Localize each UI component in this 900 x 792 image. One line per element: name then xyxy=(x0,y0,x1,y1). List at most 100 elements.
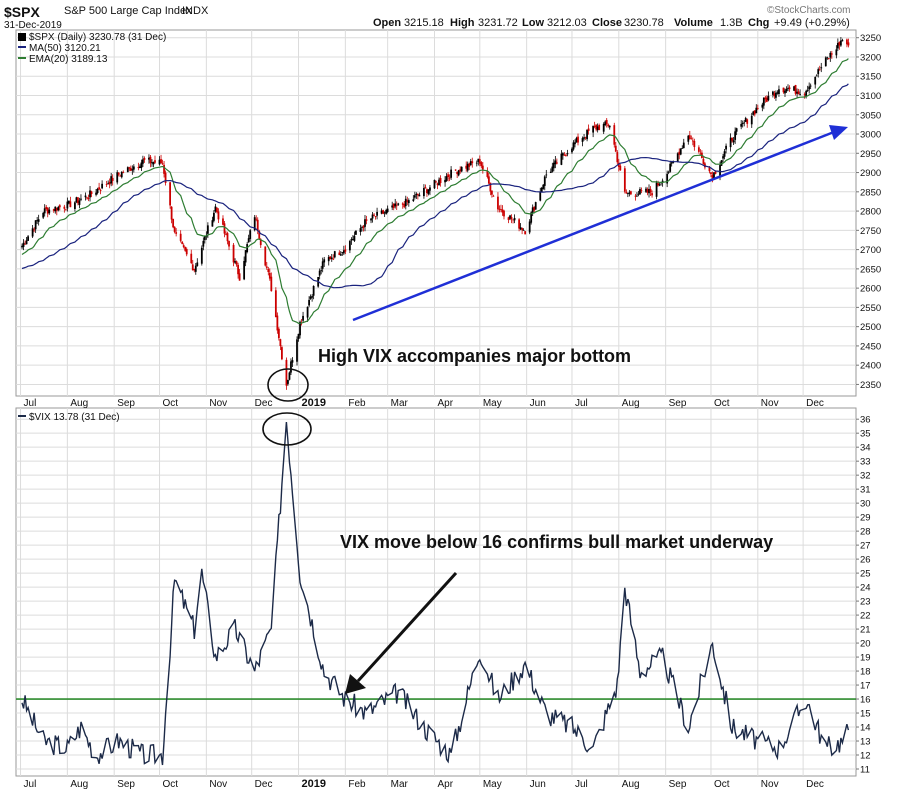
vix-x-axis-ticks: Jul Aug Sep Oct Nov Dec 2019 Feb Mar Apr May Jun Jul… xyxy=(24,778,824,790)
vix-x-tick-label: Nov xyxy=(209,779,227,790)
candle xyxy=(846,38,848,48)
candle-body xyxy=(327,257,330,262)
candle xyxy=(626,192,629,198)
candle xyxy=(543,175,546,191)
candle xyxy=(163,160,165,178)
candle xyxy=(55,207,58,216)
candle-body xyxy=(193,268,196,271)
price-y-tick-label: 2550 xyxy=(860,303,881,314)
candle-body xyxy=(566,153,569,155)
candle xyxy=(280,345,283,361)
vix-y-tick-label: 18 xyxy=(860,667,871,678)
price-y-tick-label: 2400 xyxy=(860,361,881,372)
candle-body xyxy=(344,249,347,252)
candle-body xyxy=(619,165,622,171)
candle xyxy=(608,125,611,130)
candle-body xyxy=(438,179,440,186)
candle-body xyxy=(330,257,333,259)
candle-body xyxy=(497,196,499,210)
candle xyxy=(107,180,110,185)
vix-panel xyxy=(15,407,857,777)
candle-body xyxy=(206,225,209,234)
candle-body xyxy=(407,200,410,204)
candle-body xyxy=(773,93,776,97)
candle xyxy=(444,176,446,187)
candle-body xyxy=(657,183,659,186)
candle-body xyxy=(676,153,679,162)
candle xyxy=(480,161,483,169)
candle xyxy=(285,357,288,390)
candle-body xyxy=(320,270,323,272)
ema20-legend: EMA(20) 3189.13 xyxy=(29,54,108,65)
candle xyxy=(361,225,363,232)
candle-body xyxy=(170,206,173,220)
candle-body xyxy=(639,189,641,195)
candle-body xyxy=(191,264,194,271)
candle-body xyxy=(565,154,567,156)
chart-date: 31-Dec-2019 xyxy=(4,20,62,31)
candle-body xyxy=(306,306,309,318)
price-x-tick-label: Apr xyxy=(437,398,453,409)
candle xyxy=(640,187,643,194)
candle-body xyxy=(498,208,501,210)
price-x-tick-label: Nov xyxy=(761,398,779,409)
candle xyxy=(418,192,421,197)
vix-gridlines xyxy=(16,408,856,776)
candle-body xyxy=(48,209,51,214)
candle-body xyxy=(132,166,135,170)
candle xyxy=(487,172,490,185)
candle-body xyxy=(646,189,649,193)
candle-body xyxy=(194,265,197,272)
candle-body xyxy=(149,156,152,164)
candle xyxy=(682,138,685,149)
candle xyxy=(549,168,552,174)
candle xyxy=(33,227,36,233)
candle xyxy=(634,193,637,201)
candle-body xyxy=(237,264,239,275)
candle-body xyxy=(238,273,241,281)
candle xyxy=(84,192,87,201)
candle xyxy=(46,207,49,218)
chart-description: S&P 500 Large Cap Index xyxy=(64,5,192,17)
candle-body xyxy=(256,219,259,232)
candle-body xyxy=(90,191,93,195)
price-y-tick-label: 2850 xyxy=(860,187,881,198)
candle xyxy=(762,97,765,110)
candle xyxy=(740,120,743,130)
candle xyxy=(764,95,767,103)
candle xyxy=(725,143,727,154)
candle-body xyxy=(593,126,596,127)
candle xyxy=(120,171,123,179)
candle xyxy=(722,154,724,163)
candle xyxy=(775,90,777,101)
candle xyxy=(542,184,545,190)
candle xyxy=(45,204,48,211)
candle xyxy=(693,138,696,151)
candle xyxy=(404,195,407,210)
vix-x-tick-label: Sep xyxy=(117,779,135,790)
candle xyxy=(778,85,780,97)
candle-body xyxy=(122,171,125,173)
candle-body xyxy=(140,162,143,168)
candle-body xyxy=(699,153,702,155)
candle xyxy=(270,272,273,292)
candle xyxy=(149,155,152,168)
candle-body xyxy=(555,162,558,164)
candle xyxy=(604,120,607,127)
candle xyxy=(688,130,691,140)
candle-body xyxy=(151,162,153,164)
price-y-tick-label: 2900 xyxy=(860,168,881,179)
candle-body xyxy=(226,233,229,242)
candle xyxy=(814,76,817,89)
candle-body xyxy=(830,53,833,55)
candle-body xyxy=(385,210,388,214)
candle xyxy=(830,50,833,59)
candle-body xyxy=(552,162,555,169)
candle-body xyxy=(613,125,616,145)
candle xyxy=(788,85,791,92)
candle-body xyxy=(52,209,55,211)
candle-body xyxy=(762,97,765,106)
candle-body xyxy=(507,217,510,220)
candle-body xyxy=(772,91,774,95)
candle-body xyxy=(77,197,79,204)
